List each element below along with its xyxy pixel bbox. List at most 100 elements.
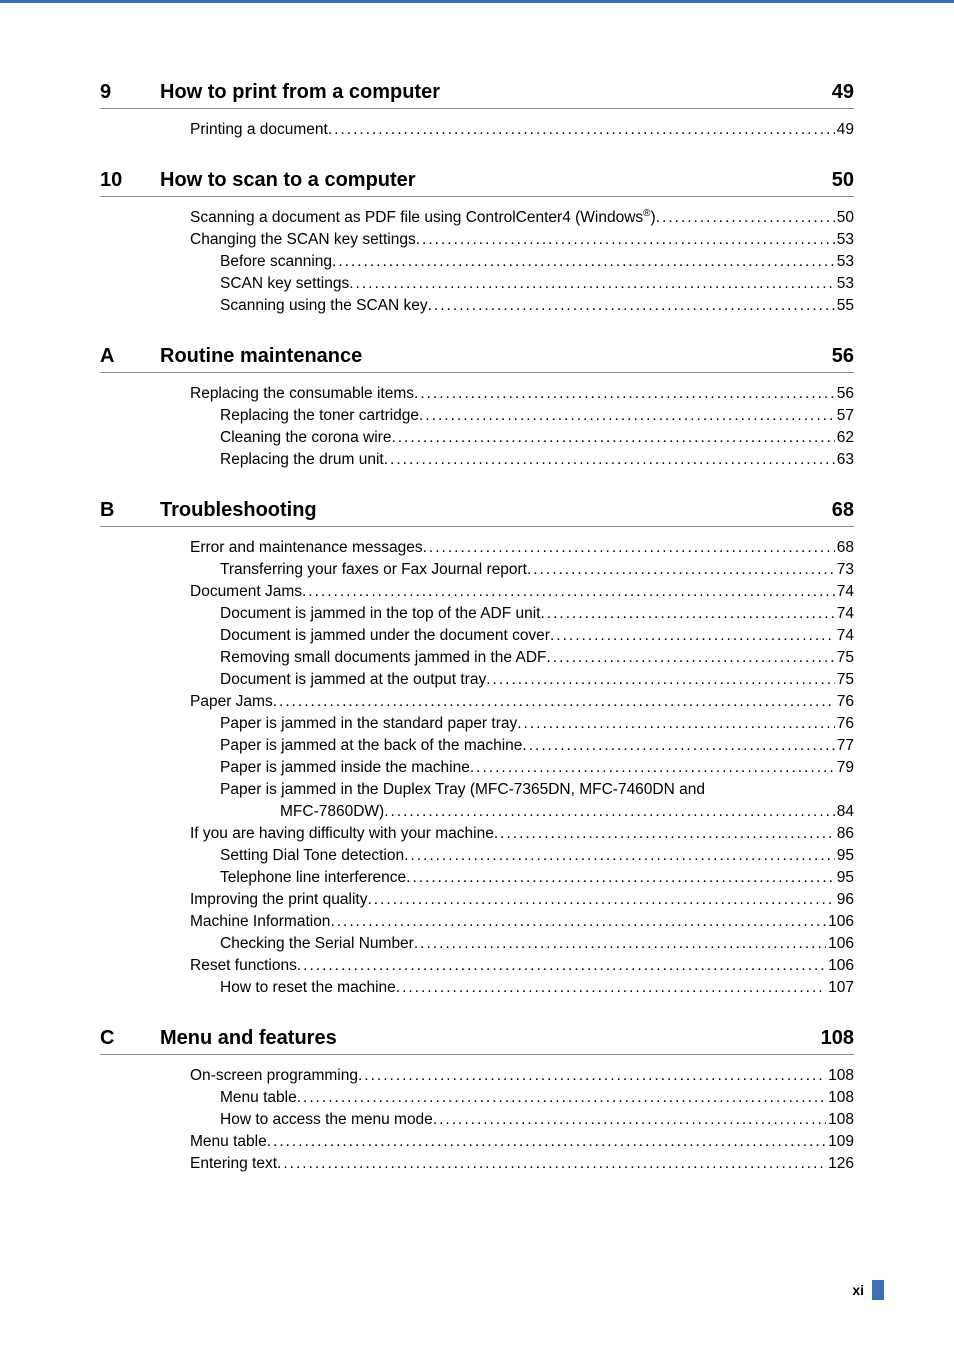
entry-label: Changing the SCAN key settings (190, 229, 416, 251)
toc-section: ARoutine maintenance56Replacing the cons… (100, 345, 854, 471)
toc-entry: On-screen programming...................… (160, 1065, 854, 1087)
entry-page: 53 (835, 229, 854, 251)
entry-page: 57 (835, 405, 854, 427)
toc-entry: Paper is jammed in the standard paper tr… (160, 713, 854, 735)
entry-label: Document is jammed under the document co… (220, 625, 550, 647)
entry-label: Reset functions (190, 955, 297, 977)
entry-label: Error and maintenance messages (190, 537, 423, 559)
dot-leader: ........................................… (328, 119, 835, 141)
entry-page: 106 (826, 911, 854, 933)
entry-page: 74 (835, 625, 854, 647)
section-entries: Scanning a document as PDF file using Co… (100, 207, 854, 317)
chapter-id: B (100, 499, 160, 522)
footer-tab-accent (872, 1280, 884, 1300)
dot-leader: ........................................… (332, 251, 835, 273)
entry-page: 75 (835, 647, 854, 669)
entry-page: 108 (826, 1065, 854, 1087)
entry-label: Before scanning (220, 251, 332, 273)
dot-leader: ........................................… (273, 691, 835, 713)
section-entries: Replacing the consumable items..........… (100, 383, 854, 471)
entry-label: Improving the print quality (190, 889, 367, 911)
toc-section: 10How to scan to a computer50 Scanning a … (100, 169, 854, 317)
chapter-page: 49 (832, 81, 854, 104)
entry-label: Replacing the consumable items (190, 383, 414, 405)
dot-leader: ........................................… (419, 405, 835, 427)
toc-entry: If you are having difficulty with your m… (160, 823, 854, 845)
entry-label: Replacing the toner cartridge (220, 405, 419, 427)
entry-page: 77 (835, 735, 854, 757)
entry-page: 96 (835, 889, 854, 911)
toc-entry: MFC-7860DW) ............................… (160, 801, 854, 823)
dot-leader: ........................................… (423, 537, 835, 559)
toc-entry: Entering text ..........................… (160, 1153, 854, 1175)
toc-entry: Menu table..............................… (160, 1131, 854, 1153)
dot-leader: ........................................… (527, 559, 835, 581)
entry-page: 106 (826, 933, 854, 955)
entry-label: Cleaning the corona wire (220, 427, 391, 449)
entry-label: Scanning a document as PDF file using Co… (190, 207, 656, 229)
entry-page: 63 (835, 449, 854, 471)
dot-leader: ........................................… (656, 207, 835, 229)
entry-label: Paper is jammed in the standard paper tr… (220, 713, 517, 735)
entry-label: Telephone line interference (220, 867, 406, 889)
dot-leader: ........................................… (428, 295, 835, 317)
toc-entry: Menu table..............................… (160, 1087, 854, 1109)
entry-label: Paper is jammed at the back of the machi… (220, 735, 522, 757)
dot-leader: ........................................… (384, 449, 835, 471)
entry-page: 126 (826, 1153, 854, 1175)
dot-leader: ........................................… (358, 1065, 826, 1087)
dot-leader: ........................................… (414, 933, 826, 955)
toc-entry: Replacing the toner cartridge ..........… (160, 405, 854, 427)
entry-label: On-screen programming (190, 1065, 358, 1087)
dot-leader: ........................................… (494, 823, 835, 845)
dot-leader: ........................................… (486, 669, 835, 691)
toc-entry: Document is jammed under the document co… (160, 625, 854, 647)
chapter-title: Routine maintenance (160, 345, 832, 368)
chapter-page: 50 (832, 169, 854, 192)
toc-entry: Before scanning.........................… (160, 251, 854, 273)
toc-entry: Cleaning the corona wire................… (160, 427, 854, 449)
dot-leader: ........................................… (404, 845, 835, 867)
dot-leader: ........................................… (349, 273, 835, 295)
entry-page: 79 (835, 757, 854, 779)
toc-entry: Setting Dial Tone detection ............… (160, 845, 854, 867)
dot-leader: ........................................… (391, 427, 834, 449)
entry-label: Scanning using the SCAN key (220, 295, 428, 317)
dot-leader: ........................................… (522, 735, 834, 757)
entry-label: SCAN key settings (220, 273, 349, 295)
entry-page: 74 (835, 581, 854, 603)
entry-page: 56 (835, 383, 854, 405)
entry-label: How to access the menu mode (220, 1109, 433, 1131)
entry-page: 86 (835, 823, 854, 845)
chapter-id: 9 (100, 81, 160, 104)
entry-page: 53 (835, 273, 854, 295)
entry-page: 109 (826, 1131, 854, 1153)
toc-entry: Removing small documents jammed in the A… (160, 647, 854, 669)
entry-page: 62 (835, 427, 854, 449)
entry-label: Removing small documents jammed in the A… (220, 647, 547, 669)
dot-leader: ........................................… (384, 801, 835, 823)
toc-entry: Printing a document.....................… (160, 119, 854, 141)
entry-label: If you are having difficulty with your m… (190, 823, 494, 845)
entry-page: 50 (835, 207, 854, 229)
toc-entry: Telephone line interference ............… (160, 867, 854, 889)
section-heading: 10How to scan to a computer50 (100, 169, 854, 197)
section-heading: 9How to print from a computer49 (100, 81, 854, 109)
toc-entry: Changing the SCAN key settings .........… (160, 229, 854, 251)
toc-entry: Improving the print quality.............… (160, 889, 854, 911)
toc-entry: Paper is jammed in the Duplex Tray (MFC-… (160, 779, 854, 801)
chapter-title: Menu and features (160, 1027, 821, 1050)
entry-label: Document is jammed in the top of the ADF… (220, 603, 541, 625)
chapter-title: Troubleshooting (160, 499, 832, 522)
entry-label: Transferring your faxes or Fax Journal r… (220, 559, 527, 581)
section-entries: On-screen programming...................… (100, 1065, 854, 1175)
toc-entry: Checking the Serial Number..............… (160, 933, 854, 955)
dot-leader: ........................................… (277, 1153, 826, 1175)
section-entries: Error and maintenance messages..........… (100, 537, 854, 999)
entry-page: 106 (826, 955, 854, 977)
entry-label: Setting Dial Tone detection (220, 845, 404, 867)
dot-leader: ........................................… (550, 625, 835, 647)
chapter-id: 10 (100, 169, 160, 192)
entry-label: How to reset the machine (220, 977, 396, 999)
toc-entry: Reset functions ........................… (160, 955, 854, 977)
